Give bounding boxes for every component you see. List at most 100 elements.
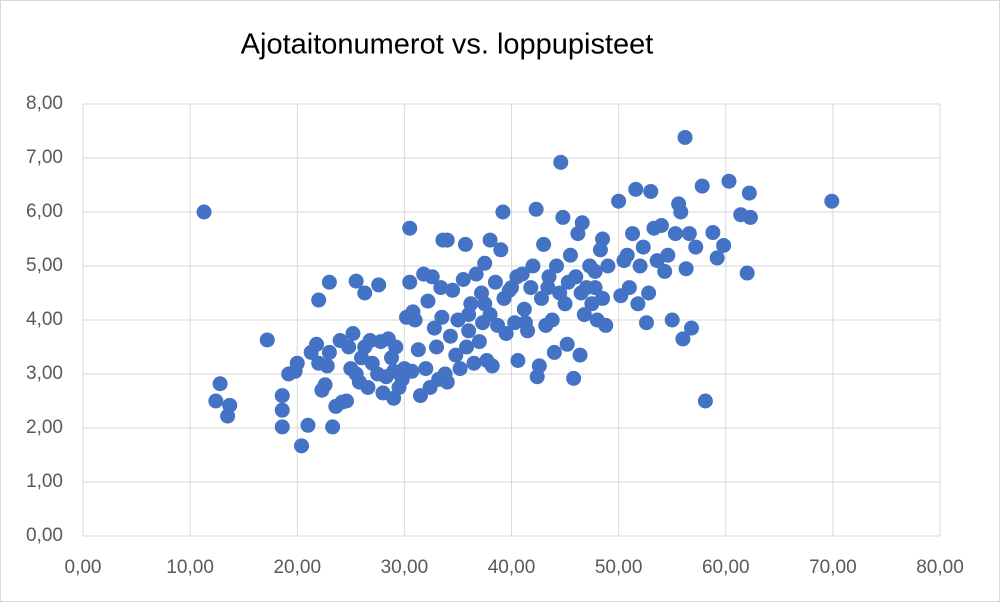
point (325, 419, 341, 435)
point (548, 258, 564, 274)
point (595, 290, 611, 306)
point (641, 285, 657, 301)
point (487, 274, 503, 290)
point (345, 326, 361, 341)
point (317, 377, 333, 393)
point (675, 331, 691, 347)
point (533, 290, 549, 306)
x-tick-label: 10,00 (166, 557, 214, 578)
y-tick-label: 7,00 (26, 147, 63, 168)
point (475, 315, 491, 331)
point (595, 231, 611, 247)
point (681, 226, 697, 242)
point (439, 374, 455, 390)
chart-title: Ajotaitonumerot vs. loppupisteet (241, 29, 654, 61)
point (600, 258, 616, 274)
point (274, 419, 290, 435)
point (621, 280, 637, 296)
point (557, 296, 573, 312)
point (498, 326, 514, 341)
point (484, 358, 500, 374)
point (468, 266, 484, 282)
y-tick-label: 8,00 (26, 93, 63, 114)
point (471, 334, 487, 350)
point (562, 247, 578, 263)
point (525, 258, 541, 274)
point (653, 218, 669, 233)
point (501, 282, 517, 298)
point (566, 370, 582, 386)
x-tick-label: 30,00 (381, 557, 429, 578)
point (461, 323, 477, 339)
point (560, 274, 576, 290)
point (678, 261, 694, 277)
point (477, 296, 493, 312)
point (824, 193, 840, 209)
point (429, 339, 445, 355)
x-tick-label: 60,00 (702, 557, 750, 578)
point (587, 263, 603, 279)
point (439, 232, 455, 248)
point (466, 355, 482, 371)
point (388, 339, 404, 355)
point (573, 285, 589, 301)
point (510, 353, 526, 368)
y-tick-label: 3,00 (26, 363, 63, 384)
point (452, 361, 468, 377)
point (493, 242, 509, 258)
x-tick-label: 50,00 (595, 557, 643, 578)
point (742, 209, 758, 225)
point (632, 258, 648, 274)
point (348, 273, 364, 289)
point (357, 339, 373, 355)
point (697, 393, 713, 409)
point (673, 204, 689, 220)
point (531, 358, 547, 374)
grid: 0,00 1,00 2,00 3,00 4,00 5,00 6,00 7,00 8,00 0,00… (26, 93, 964, 578)
point (196, 204, 212, 220)
point (516, 301, 532, 317)
point (311, 292, 327, 308)
point (410, 342, 426, 358)
point (212, 376, 228, 392)
x-tick-label: 20,00 (273, 557, 321, 578)
point (611, 193, 627, 209)
y-tick-label: 6,00 (26, 201, 63, 222)
point (576, 307, 592, 323)
x-tick-label: 80,00 (916, 557, 964, 578)
point (643, 183, 659, 199)
point (426, 320, 442, 336)
x-tick-label: 70,00 (809, 557, 857, 578)
point (657, 263, 673, 279)
point (625, 226, 641, 242)
y-tick-label: 5,00 (26, 255, 63, 276)
point (341, 339, 357, 355)
point (628, 181, 644, 197)
y-tick-label: 4,00 (26, 309, 63, 330)
point (716, 237, 732, 253)
y-tick-label: 1,00 (26, 471, 63, 492)
point (424, 269, 440, 285)
point (461, 307, 477, 323)
point (683, 320, 699, 336)
point (546, 344, 562, 360)
point (434, 309, 450, 325)
y-tick-label: 2,00 (26, 417, 63, 438)
point (259, 332, 275, 348)
point (300, 417, 316, 433)
point (294, 438, 310, 454)
point (309, 336, 325, 352)
point (635, 239, 651, 255)
point (404, 363, 420, 379)
point (386, 363, 402, 379)
point (274, 402, 290, 418)
point (442, 328, 458, 344)
point (677, 129, 693, 145)
point (709, 250, 725, 266)
point (598, 317, 614, 333)
point (482, 232, 498, 248)
point (559, 336, 575, 352)
point (555, 209, 571, 225)
point (536, 236, 552, 252)
